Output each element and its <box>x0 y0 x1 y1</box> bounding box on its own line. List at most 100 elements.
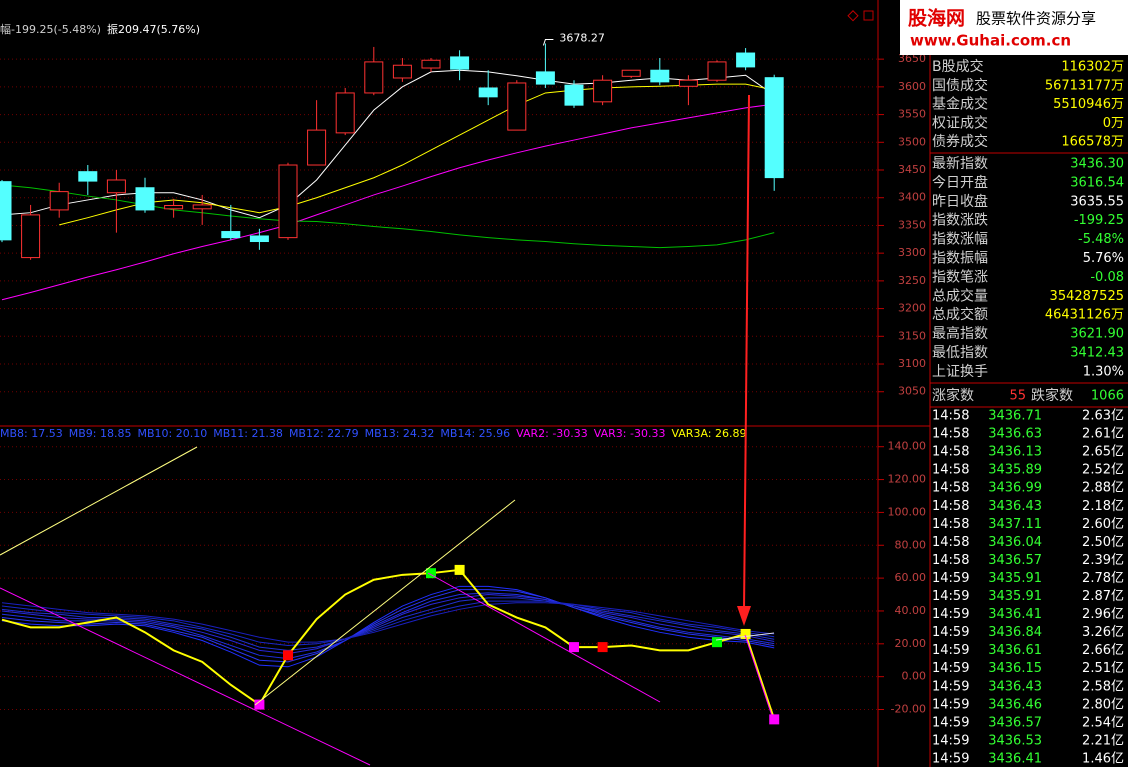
candle-body <box>249 235 269 243</box>
candle-body <box>564 84 584 106</box>
candle-body <box>335 92 355 134</box>
series-line <box>1 600 775 646</box>
tick-time: 14:58 <box>932 535 969 550</box>
signal-marker <box>254 699 265 710</box>
series-line <box>1 184 775 249</box>
panel-label: 昨日收盘 <box>932 193 988 210</box>
signal-marker <box>712 637 722 648</box>
tick-price: 3436.43 <box>988 499 1042 514</box>
signal-marker <box>740 628 751 639</box>
tick-amount: 2.52亿 <box>1082 463 1124 478</box>
panel-label: 国债成交 <box>932 77 988 94</box>
tick-amount: 2.21亿 <box>1082 733 1124 748</box>
tick-price: 3436.41 <box>988 607 1042 622</box>
tick-amount: 2.63亿 <box>1082 409 1124 424</box>
tick-price: 3437.11 <box>988 517 1042 532</box>
tick-price: 3436.57 <box>988 715 1042 730</box>
signal-marker <box>426 568 436 579</box>
panel-label: 上证换手 <box>932 363 988 380</box>
tick-amount: 2.80亿 <box>1082 697 1124 712</box>
candle-body <box>0 181 12 241</box>
logo-box <box>900 0 1128 55</box>
candle-body <box>78 171 98 182</box>
trend-line <box>744 634 775 723</box>
candle-body <box>135 187 155 211</box>
tick-time: 14:59 <box>932 697 969 712</box>
series-line <box>1 568 776 720</box>
y-tick-label: 3100 <box>898 357 926 370</box>
breadth-down: 1066 <box>1091 389 1124 404</box>
panel-value: 354287525 <box>1050 289 1124 304</box>
header-text: MB8: 17.53 <box>0 427 63 440</box>
series-line <box>1 592 775 660</box>
tick-price: 3436.15 <box>988 661 1042 676</box>
panel-label: 总成交量 <box>932 287 988 304</box>
tick-amount: 2.18亿 <box>1082 499 1124 514</box>
panel-value: 3635.55 <box>1070 194 1124 209</box>
y-tick-label: 3150 <box>898 329 926 342</box>
header-text: MB11: 21.38 <box>213 427 283 440</box>
trend-line <box>427 572 661 703</box>
panel-value: 116302万 <box>1061 60 1124 75</box>
header-text: VAR3A: 26.89 <box>671 427 746 440</box>
tick-time: 14:58 <box>932 427 969 442</box>
y-tick-label: 3600 <box>898 80 926 93</box>
panel-label: 基金成交 <box>932 96 988 113</box>
header-text: MB10: 20.10 <box>137 427 207 440</box>
series-line <box>59 83 775 226</box>
header-text: VAR2: -30.33 <box>516 427 588 440</box>
y-tick-label: 3250 <box>898 274 926 287</box>
trend-line <box>254 499 516 706</box>
panel-label: 债券成交 <box>932 133 988 150</box>
header-text: VAR3: -30.33 <box>594 427 666 440</box>
y-tick-label: 3050 <box>898 385 926 398</box>
tick-time: 14:59 <box>932 607 969 622</box>
panel-value: 5510946万 <box>1053 97 1124 112</box>
tick-price: 3436.04 <box>988 535 1042 550</box>
panel-value: 46431126万 <box>1045 308 1124 323</box>
tick-time: 14:59 <box>932 733 969 748</box>
panel-value: -199.25 <box>1074 213 1124 228</box>
signal-marker <box>769 714 780 725</box>
y-tick-label: 3300 <box>898 246 926 259</box>
panel-label: 指数涨幅 <box>932 232 988 248</box>
tick-amount: 2.96亿 <box>1082 607 1124 622</box>
icon[interactable] <box>847 10 859 22</box>
tick-time: 14:59 <box>932 571 969 586</box>
breadth-up: 55 <box>1009 389 1026 404</box>
panel-label: 权证成交 <box>932 114 988 131</box>
panel-value: 0万 <box>1103 116 1124 131</box>
tick-price: 3436.46 <box>988 697 1042 712</box>
y-tick-label: 3400 <box>898 191 926 204</box>
panel-value: 3412.43 <box>1070 346 1124 361</box>
panel-label: 指数振幅 <box>932 251 988 267</box>
panel-label: 最新指数 <box>932 156 988 172</box>
tick-amount: 2.51亿 <box>1082 661 1124 676</box>
tick-price: 3436.53 <box>988 733 1042 748</box>
panel-value: 1.30% <box>1083 364 1124 379</box>
signal-marker <box>569 642 579 653</box>
panel-label: 最低指数 <box>932 345 988 361</box>
tick-price: 3435.89 <box>988 463 1042 478</box>
panel-value: 3616.54 <box>1070 175 1124 190</box>
breadth-label: 跌家数 <box>1031 387 1073 404</box>
icon[interactable] <box>863 10 874 21</box>
tick-price: 3436.13 <box>988 445 1042 460</box>
tick-amount: 2.87亿 <box>1082 589 1124 604</box>
panel-value: 166578万 <box>1061 135 1124 150</box>
tick-time: 14:58 <box>932 517 969 532</box>
y-tick-label: 40.00 <box>895 604 927 617</box>
candle-body <box>49 191 69 211</box>
tick-time: 14:59 <box>932 679 969 694</box>
tick-time: 14:58 <box>932 445 969 460</box>
tick-amount: 2.88亿 <box>1082 481 1124 496</box>
signal-marker <box>597 642 608 653</box>
tick-price: 3436.63 <box>988 427 1042 442</box>
high-label: 3678.27 <box>559 31 605 44</box>
candle-body <box>593 79 613 103</box>
tick-amount: 2.65亿 <box>1082 445 1124 460</box>
panel-value: -0.08 <box>1090 270 1124 285</box>
candle-body <box>192 204 212 210</box>
